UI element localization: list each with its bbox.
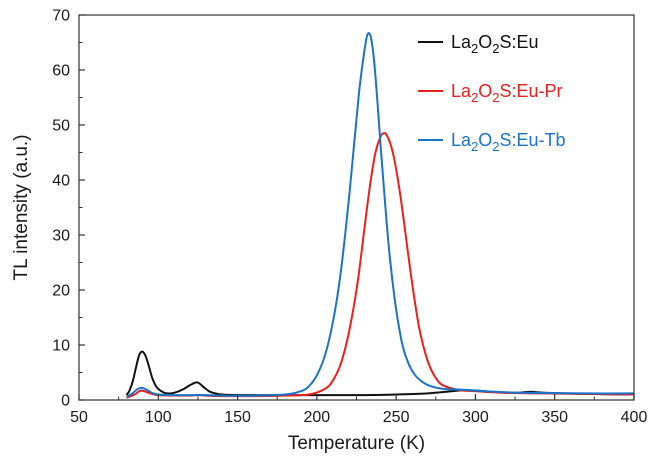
legend: La2O2S:Eu La2O2S:Eu-Pr La2O2S:Eu-Tb <box>418 32 566 154</box>
y-tick-label: 10 <box>52 338 70 355</box>
y-tick-label: 40 <box>52 173 70 190</box>
x-tick-label: 150 <box>224 409 251 426</box>
plot-series <box>125 32 635 399</box>
series-line-2 <box>126 132 635 399</box>
y-tick-label: 60 <box>52 63 70 80</box>
x-tick-label: 350 <box>541 409 568 426</box>
tick-labels: 50 100 150 200 250 300 350 400 0 10 20 30 40 50 60 70 <box>52 8 647 427</box>
y-tick-label: 50 <box>52 118 70 135</box>
legend-label-2: La2O2S:Eu-Pr <box>451 81 563 105</box>
y-axis-title: TL intensity (a.u.) <box>11 134 32 280</box>
plot-frame <box>78 14 635 401</box>
series-line-3 <box>125 32 635 399</box>
y-tick-label: 70 <box>52 8 70 25</box>
y-tick-label: 20 <box>52 283 70 300</box>
x-tick-label: 100 <box>145 409 172 426</box>
legend-label-3: La2O2S:Eu-Tb <box>451 130 566 154</box>
y-tick-label: 30 <box>52 228 70 245</box>
axis-ticks <box>78 14 635 401</box>
x-axis-title: Temperature (K) <box>288 433 425 454</box>
y-tick-label: 0 <box>61 393 70 410</box>
x-tick-label: 250 <box>383 409 410 426</box>
x-tick-label: 50 <box>70 409 88 426</box>
legend-label-1: La2O2S:Eu <box>451 32 539 56</box>
series-line-1 <box>125 350 635 397</box>
x-tick-label: 300 <box>462 409 489 426</box>
x-tick-label: 400 <box>621 409 648 426</box>
x-tick-label: 200 <box>304 409 331 426</box>
